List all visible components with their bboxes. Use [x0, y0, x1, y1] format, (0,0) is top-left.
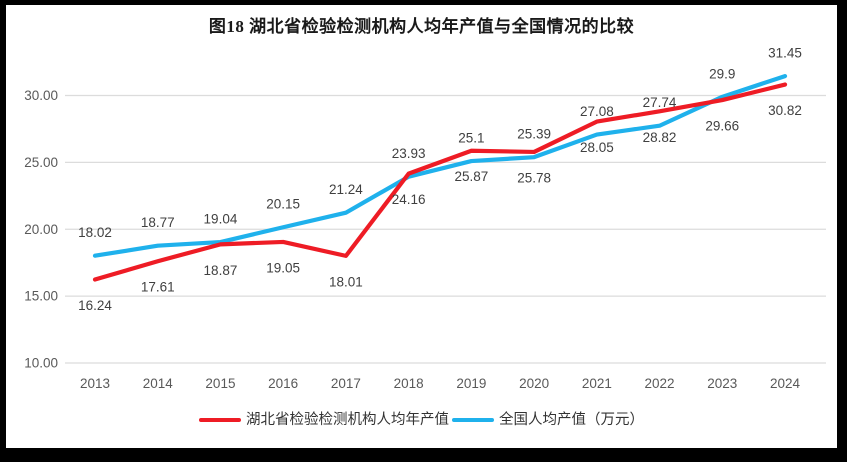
data-label: 19.05 [266, 260, 300, 275]
x-axis-tick-label: 2018 [394, 376, 424, 391]
data-label: 29.9 [709, 66, 735, 81]
data-label: 28.82 [643, 130, 677, 145]
y-axis-tick-label: 25.00 [24, 155, 58, 170]
data-label: 16.24 [78, 298, 112, 313]
data-label: 25.78 [517, 170, 551, 185]
data-label: 30.82 [768, 103, 802, 118]
data-label: 27.08 [580, 104, 614, 119]
data-label: 27.74 [643, 95, 677, 110]
data-label: 28.05 [580, 140, 614, 155]
data-label: 29.66 [705, 119, 739, 134]
data-label: 20.15 [266, 197, 300, 212]
x-axis-tick-label: 2013 [80, 376, 110, 391]
data-label: 17.61 [141, 280, 175, 295]
x-axis-tick-label: 2022 [645, 376, 675, 391]
y-axis-tick-label: 10.00 [24, 356, 58, 371]
y-axis-tick-label: 30.00 [24, 88, 58, 103]
y-axis-tick-label: 15.00 [24, 289, 58, 304]
x-axis-tick-label: 2020 [519, 376, 549, 391]
x-axis-tick-label: 2023 [707, 376, 737, 391]
data-label: 25.1 [458, 131, 484, 146]
series-line [92, 74, 788, 258]
red-line-swatch-icon [199, 418, 241, 422]
data-label: 24.16 [392, 192, 426, 207]
legend-item-national: 全国人均产值（万元） [452, 410, 644, 430]
legend-item-hubei: 湖北省检验检测机构人均年产值 [199, 410, 449, 430]
data-label: 31.45 [768, 46, 802, 61]
series-line [92, 82, 788, 282]
data-label: 23.93 [392, 146, 426, 161]
x-axis-tick-label: 2016 [268, 376, 298, 391]
data-label: 18.02 [78, 225, 112, 240]
x-axis-tick-label: 2014 [143, 376, 174, 391]
y-axis-tick-label: 20.00 [24, 222, 58, 237]
data-label: 25.39 [517, 127, 551, 142]
x-axis-tick-label: 2019 [456, 376, 486, 391]
chart-canvas: 图18 湖北省检验检测机构人均年产值与全国情况的比较 10.00 15.00 20.… [6, 5, 837, 448]
x-axis-tick-label: 2017 [331, 376, 361, 391]
blue-line-swatch-icon [452, 418, 494, 422]
x-axis-tick-label: 2021 [582, 376, 612, 391]
data-label: 18.01 [329, 274, 363, 289]
data-label: 25.87 [454, 169, 488, 184]
legend-label-national: 全国人均产值（万元） [499, 412, 644, 428]
x-axis-tick-label: 2015 [205, 376, 235, 391]
x-axis-tick-label: 2024 [770, 376, 801, 391]
chart-legend: 湖北省检验检测机构人均年产值 全国人均产值（万元） [6, 410, 837, 430]
data-label: 18.87 [204, 263, 238, 278]
line-chart-plot-area: 10.00 15.00 20.00 25.00 30.00 2013 2014 2015 201… [24, 46, 826, 391]
data-label: 19.04 [204, 212, 238, 227]
data-label: 18.77 [141, 215, 175, 230]
data-label: 21.24 [329, 182, 363, 197]
chart-title: 图18 湖北省检验检测机构人均年产值与全国情况的比较 [208, 17, 635, 36]
legend-label-hubei: 湖北省检验检测机构人均年产值 [246, 412, 449, 428]
